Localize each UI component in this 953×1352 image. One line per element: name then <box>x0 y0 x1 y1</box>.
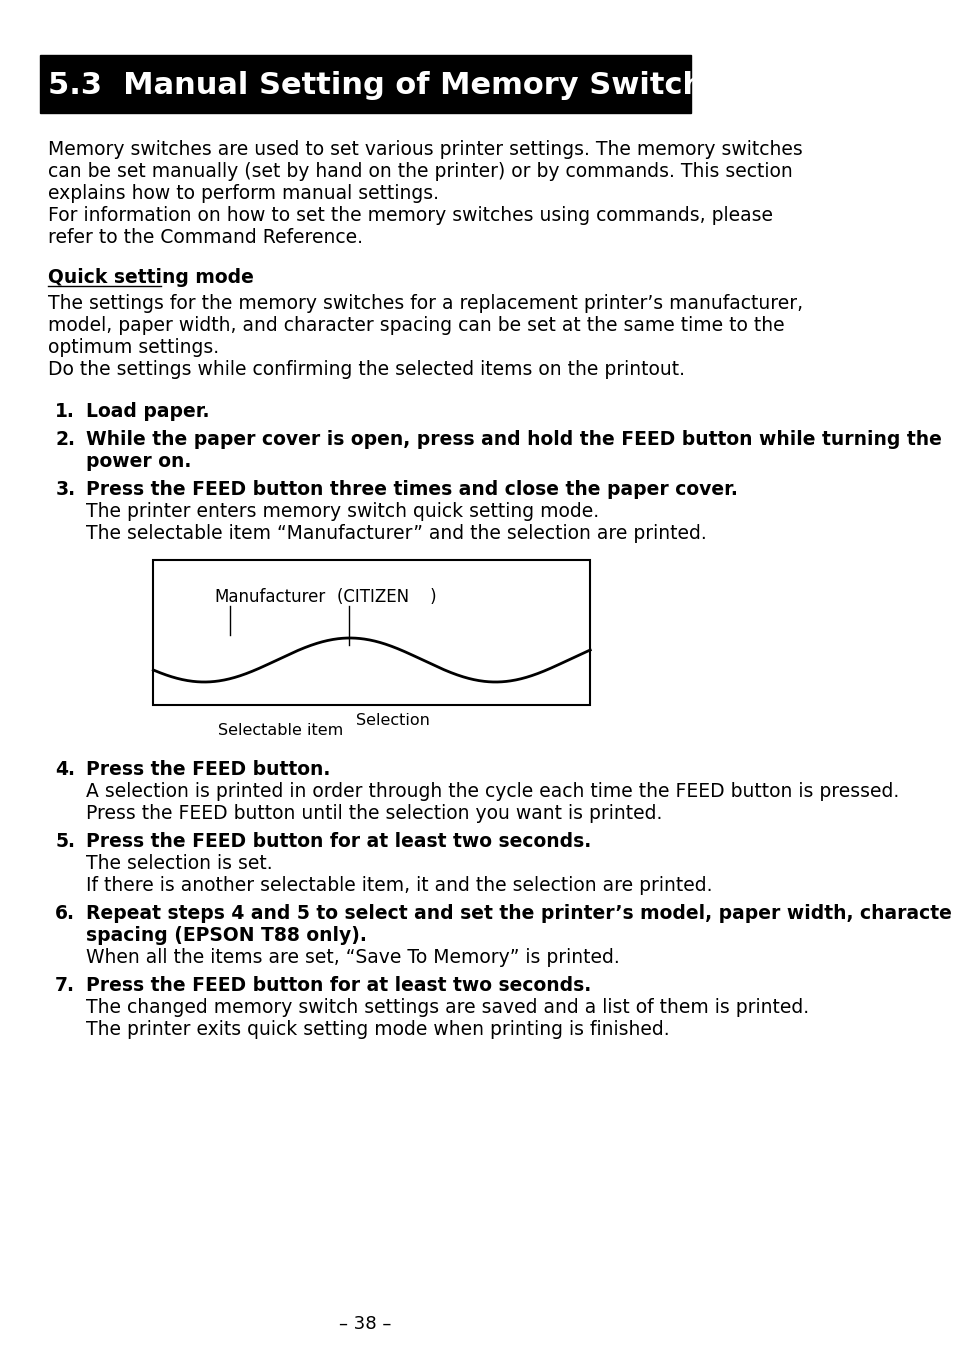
Text: If there is another selectable item, it and the selection are printed.: If there is another selectable item, it … <box>86 876 712 895</box>
Text: 7.: 7. <box>55 976 75 995</box>
Text: Quick setting mode: Quick setting mode <box>48 268 253 287</box>
Text: Press the FEED button until the selection you want is printed.: Press the FEED button until the selectio… <box>86 804 661 823</box>
Text: 2.: 2. <box>55 430 75 449</box>
Text: Manufacturer: Manufacturer <box>214 588 326 606</box>
Text: A selection is printed in order through the cycle each time the FEED button is p: A selection is printed in order through … <box>86 781 898 800</box>
Text: The printer exits quick setting mode when printing is finished.: The printer exits quick setting mode whe… <box>86 1019 669 1038</box>
Text: model, paper width, and character spacing can be set at the same time to the: model, paper width, and character spacin… <box>48 316 783 335</box>
Text: Do the settings while confirming the selected items on the printout.: Do the settings while confirming the sel… <box>48 360 684 379</box>
Text: – 38 –: – 38 – <box>339 1315 392 1333</box>
Text: For information on how to set the memory switches using commands, please: For information on how to set the memory… <box>48 206 772 224</box>
Text: 1.: 1. <box>55 402 75 420</box>
Text: refer to the Command Reference.: refer to the Command Reference. <box>48 228 362 247</box>
Text: (CITIZEN    ): (CITIZEN ) <box>337 588 436 606</box>
Text: The changed memory switch settings are saved and a list of them is printed.: The changed memory switch settings are s… <box>86 998 808 1017</box>
Text: 5.3  Manual Setting of Memory Switches: 5.3 Manual Setting of Memory Switches <box>48 72 741 100</box>
Text: Load paper.: Load paper. <box>86 402 209 420</box>
Text: Repeat steps 4 and 5 to select and set the printer’s model, paper width, charact: Repeat steps 4 and 5 to select and set t… <box>86 904 953 923</box>
Text: 6.: 6. <box>55 904 75 923</box>
Text: power on.: power on. <box>86 452 191 470</box>
Text: Memory switches are used to set various printer settings. The memory switches: Memory switches are used to set various … <box>48 141 801 160</box>
Text: 5.: 5. <box>55 831 75 850</box>
Text: explains how to perform manual settings.: explains how to perform manual settings. <box>48 184 438 203</box>
Text: optimum settings.: optimum settings. <box>48 338 218 357</box>
Text: When all the items are set, “Save To Memory” is printed.: When all the items are set, “Save To Mem… <box>86 948 618 967</box>
Text: 3.: 3. <box>55 480 75 499</box>
Text: can be set manually (set by hand on the printer) or by commands. This section: can be set manually (set by hand on the … <box>48 162 791 181</box>
Text: The selectable item “Manufacturer” and the selection are printed.: The selectable item “Manufacturer” and t… <box>86 525 706 544</box>
Text: Press the FEED button for at least two seconds.: Press the FEED button for at least two s… <box>86 976 591 995</box>
Text: Press the FEED button three times and close the paper cover.: Press the FEED button three times and cl… <box>86 480 737 499</box>
Text: The printer enters memory switch quick setting mode.: The printer enters memory switch quick s… <box>86 502 598 521</box>
Text: While the paper cover is open, press and hold the FEED button while turning the: While the paper cover is open, press and… <box>86 430 941 449</box>
Text: The selection is set.: The selection is set. <box>86 854 273 873</box>
Text: Press the FEED button for at least two seconds.: Press the FEED button for at least two s… <box>86 831 591 850</box>
Text: Selectable item: Selectable item <box>218 723 343 738</box>
FancyBboxPatch shape <box>40 55 691 114</box>
Text: spacing (EPSON T88 only).: spacing (EPSON T88 only). <box>86 926 366 945</box>
Text: Selection: Selection <box>356 713 430 727</box>
Text: Press the FEED button.: Press the FEED button. <box>86 760 330 779</box>
Bar <box>153 560 590 704</box>
Text: 4.: 4. <box>55 760 75 779</box>
Text: The settings for the memory switches for a replacement printer’s manufacturer,: The settings for the memory switches for… <box>48 293 801 314</box>
